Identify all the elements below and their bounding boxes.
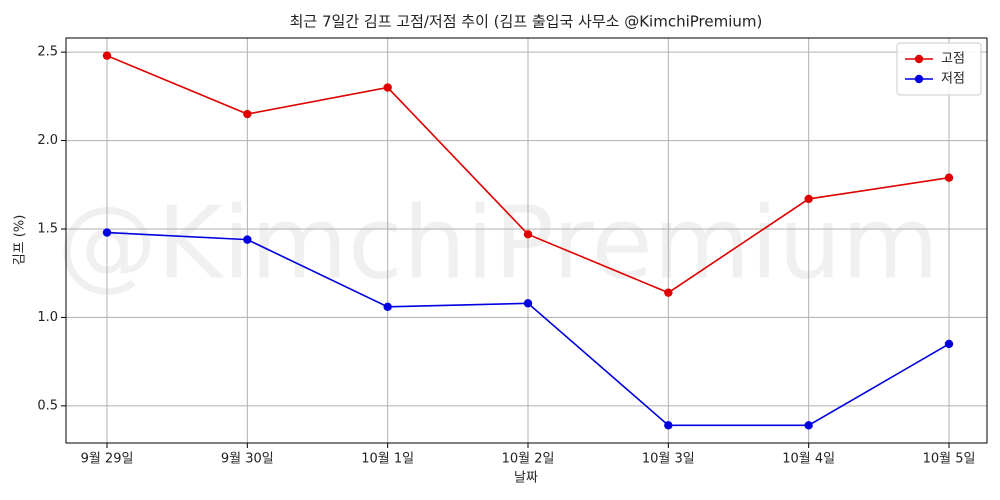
legend-label: 저점 bbox=[941, 72, 965, 87]
chart-title: 최근 7일간 김프 고점/저점 추이 (김프 출입국 사무소 @KimchiPr… bbox=[290, 13, 763, 31]
x-tick-label: 9월 30일 bbox=[221, 452, 274, 467]
point bbox=[523, 299, 533, 308]
y-tick-label: 2.0 bbox=[37, 133, 58, 148]
legend-marker bbox=[914, 74, 924, 84]
point bbox=[804, 194, 813, 204]
plot-frame bbox=[65, 37, 988, 444]
point bbox=[804, 421, 813, 430]
x-tick-label: 10월 5일 bbox=[923, 452, 976, 467]
point bbox=[383, 83, 392, 92]
x-tick-label: 10월 2일 bbox=[502, 452, 555, 467]
y-axis-label: 김프 (%) bbox=[13, 215, 28, 266]
legend-label: 고점 bbox=[941, 52, 965, 67]
x-tick-label: 10월 4일 bbox=[782, 452, 835, 467]
point bbox=[664, 288, 673, 297]
x-tick-label: 10월 1일 bbox=[361, 452, 414, 467]
legend-marker bbox=[914, 54, 924, 64]
point bbox=[664, 421, 673, 430]
point bbox=[944, 339, 954, 349]
point bbox=[102, 51, 112, 60]
legend-box bbox=[896, 42, 982, 96]
point bbox=[383, 302, 392, 312]
point bbox=[243, 109, 252, 119]
point bbox=[523, 230, 533, 239]
y-tick-label: 1.5 bbox=[37, 222, 58, 237]
point bbox=[102, 228, 112, 237]
y-tick-label: 1.0 bbox=[37, 310, 58, 325]
point bbox=[944, 173, 954, 182]
x-tick-label: 9월 29일 bbox=[81, 452, 134, 467]
x-tick-label: 10월 3일 bbox=[642, 452, 695, 467]
point bbox=[243, 235, 252, 244]
y-tick-label: 2.5 bbox=[37, 45, 58, 60]
x-axis-label: 날짜 bbox=[514, 471, 538, 486]
y-tick-label: 0.5 bbox=[37, 398, 58, 413]
